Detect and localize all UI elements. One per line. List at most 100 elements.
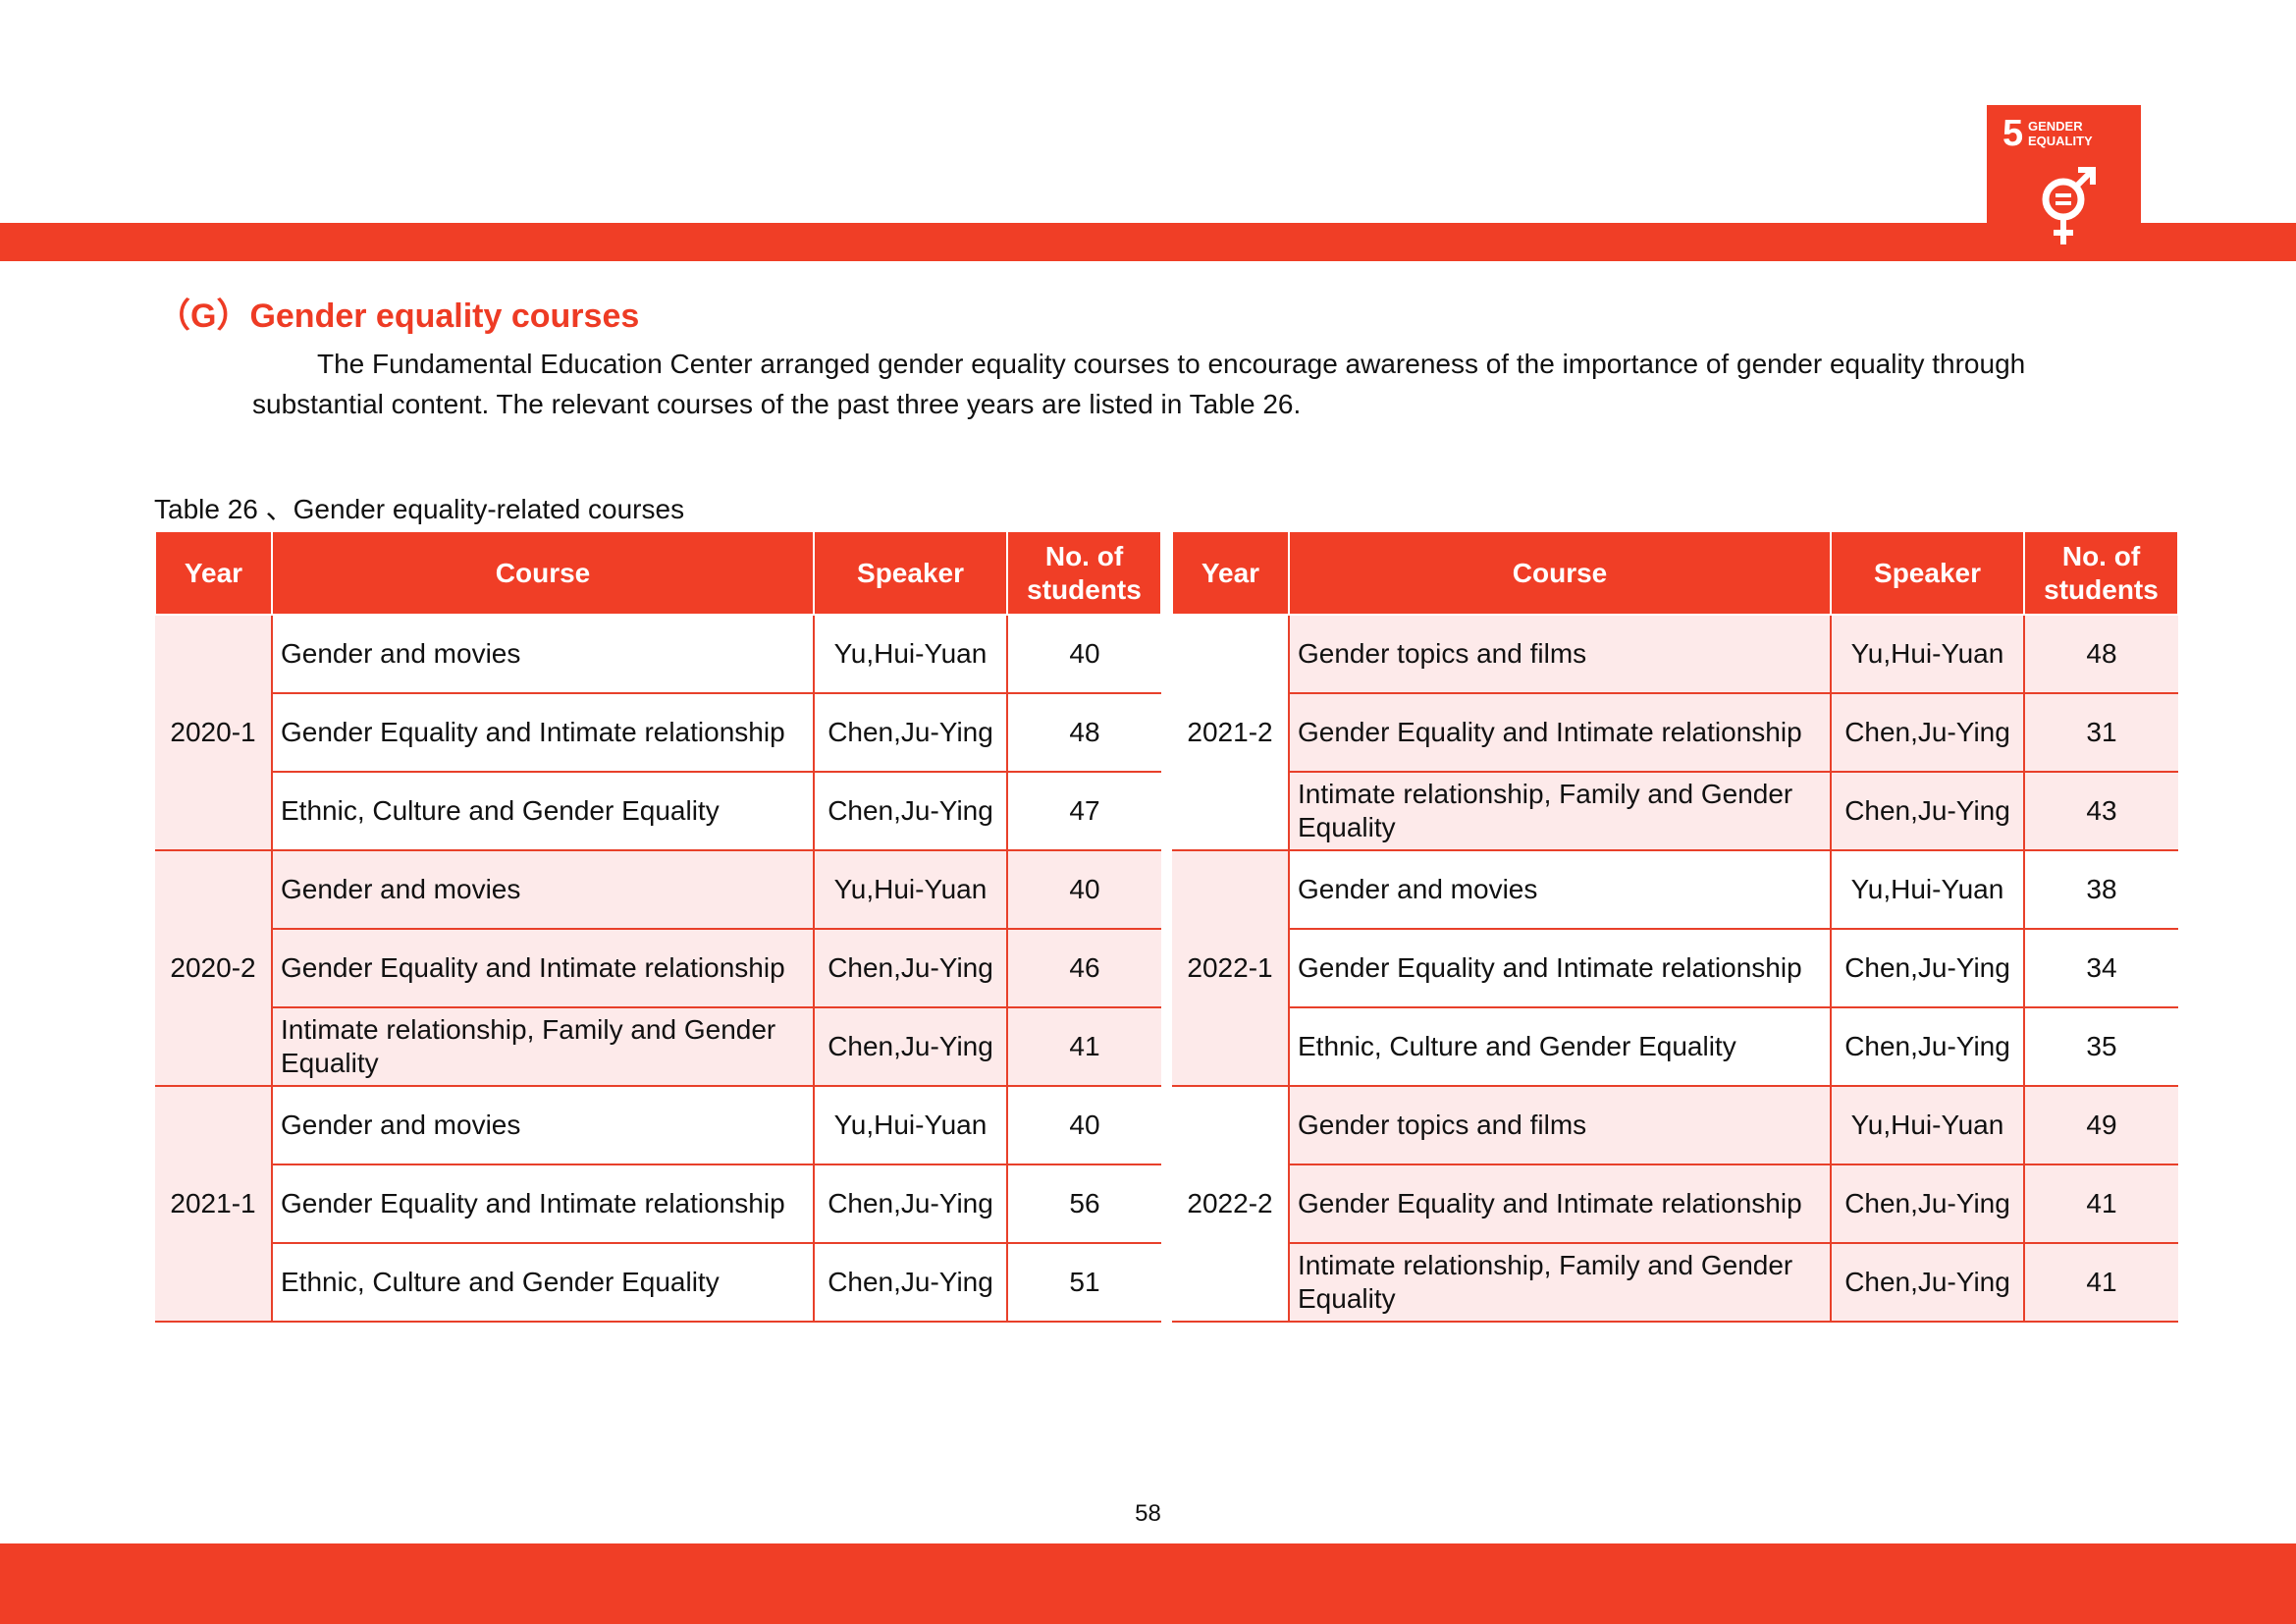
speaker-cell: Chen,Ju-Ying bbox=[1830, 771, 2025, 851]
badge-label: EQUALITY bbox=[2028, 134, 2093, 148]
paragraph: The Fundamental Education Center arrange… bbox=[252, 349, 2026, 419]
row: Gender Equality and Intimate relationshi… bbox=[1172, 928, 2178, 1008]
students-cell: 40 bbox=[1006, 849, 1161, 930]
course-table: Year Course Speaker No. of students 2020-1 Ge… bbox=[154, 530, 1162, 1323]
course-cell: Gender Equality and Intimate relationshi… bbox=[1289, 928, 1832, 1008]
students-cell: 46 bbox=[1006, 928, 1161, 1008]
students-cell: 40 bbox=[1006, 614, 1161, 694]
year-cell: 2021-2 bbox=[1172, 614, 1290, 851]
speaker-cell: Chen,Ju-Ying bbox=[1830, 1242, 2025, 1323]
students-cell: 48 bbox=[2023, 614, 2178, 694]
course-cell: Gender Equality and Intimate relationshi… bbox=[1289, 1164, 1832, 1244]
course-cell: Intimate relationship, Family and Gender… bbox=[1289, 1242, 1832, 1323]
header-cell: No. of students bbox=[2023, 530, 2179, 616]
row: 2022-2 Gender topics and films Yu,Hui-Yuan… bbox=[1172, 1085, 2178, 1323]
course-cell: Gender topics and films bbox=[1288, 614, 1832, 694]
speaker-cell: Chen,Ju-Ying bbox=[813, 692, 1008, 773]
course-cell: Gender and movies bbox=[1288, 849, 1832, 930]
speaker-cell: Yu,Hui-Yuan bbox=[813, 1085, 1008, 1165]
speaker-cell: Chen,Ju-Ying bbox=[1830, 692, 2025, 773]
speaker-cell: Chen,Ju-Ying bbox=[813, 928, 1008, 1008]
students-cell: 56 bbox=[1006, 1164, 1161, 1244]
students-cell: 34 bbox=[2023, 928, 2178, 1008]
page-number: 58 bbox=[1135, 1500, 1161, 1527]
row: Ethnic, Culture and Gender Equality Chen,… bbox=[155, 771, 1161, 851]
course-cell: Intimate relationship, Family and Gender… bbox=[272, 1006, 815, 1087]
students-cell: 40 bbox=[1006, 1085, 1161, 1165]
header-cell: Course bbox=[1288, 530, 1832, 616]
speaker-cell: Yu,Hui-Yuan bbox=[1830, 849, 2025, 930]
row: Ethnic, Culture and Gender Equality Chen,… bbox=[1172, 1006, 2178, 1087]
students-cell: 35 bbox=[2023, 1006, 2178, 1087]
row: Ethnic, Culture and Gender Equality Chen,… bbox=[155, 1242, 1161, 1323]
header-cell: Course bbox=[271, 530, 815, 616]
course-cell: Gender Equality and Intimate relationshi… bbox=[272, 1164, 815, 1244]
course-table: Year Course Speaker No. of students 2021-2 Ge… bbox=[1171, 530, 2179, 1323]
speaker-cell: Chen,Ju-Ying bbox=[1830, 928, 2025, 1008]
badge-label: GENDER bbox=[2028, 119, 2083, 134]
section-title: （G）Gender equality courses bbox=[157, 298, 640, 335]
students-cell: 51 bbox=[1006, 1242, 1161, 1323]
course-cell: Gender and movies bbox=[271, 614, 815, 694]
students-cell: 43 bbox=[2023, 771, 2178, 851]
year-cell: 2022-2 bbox=[1172, 1085, 1290, 1323]
speaker-cell: Chen,Ju-Ying bbox=[1830, 1164, 2025, 1244]
row: Intimate relationship, Family and Gender… bbox=[155, 1006, 1161, 1087]
header-row: Year Course Speaker No. of students bbox=[154, 530, 1162, 616]
students-cell: 41 bbox=[1006, 1006, 1161, 1087]
course-cell: Ethnic, Culture and Gender Equality bbox=[272, 771, 815, 851]
students-cell: 31 bbox=[2023, 692, 2178, 773]
speaker-cell: Yu,Hui-Yuan bbox=[1830, 614, 2025, 694]
row: Gender Equality and Intimate relationshi… bbox=[155, 692, 1161, 773]
row: 2020-2 Gender and movies Yu,Hui-Yuan 40 bbox=[155, 849, 1161, 1087]
row: 2021-2 Gender topics and films Yu,Hui-Yuan… bbox=[1172, 614, 2178, 851]
course-cell: Gender topics and films bbox=[1288, 1085, 1832, 1165]
students-cell: 48 bbox=[1006, 692, 1161, 773]
row: Gender Equality and Intimate relationshi… bbox=[155, 928, 1161, 1008]
speaker-cell: Chen,Ju-Ying bbox=[813, 1006, 1008, 1087]
speaker-cell: Chen,Ju-Ying bbox=[813, 1164, 1008, 1244]
speaker-cell: Yu,Hui-Yuan bbox=[813, 849, 1008, 930]
speaker-cell: Yu,Hui-Yuan bbox=[1830, 1085, 2025, 1165]
table-caption: Table 26 、Gender equality-related course… bbox=[154, 494, 685, 524]
students-cell: 49 bbox=[2023, 1085, 2178, 1165]
year-cell: 2022-1 bbox=[1172, 849, 1290, 1087]
badge-number: 5 bbox=[2002, 113, 2024, 154]
header-cell: No. of students bbox=[1006, 530, 1162, 616]
header-cell: Speaker bbox=[1830, 530, 2025, 616]
row: 2021-1 Gender and movies Yu,Hui-Yuan 40 bbox=[155, 1085, 1161, 1323]
course-cell: Gender Equality and Intimate relationshi… bbox=[272, 928, 815, 1008]
header-cell: Speaker bbox=[813, 530, 1008, 616]
students-cell: 38 bbox=[2023, 849, 2178, 930]
course-cell: Gender Equality and Intimate relationshi… bbox=[1289, 692, 1832, 773]
speaker-cell: Yu,Hui-Yuan bbox=[813, 614, 1008, 694]
course-cell: Ethnic, Culture and Gender Equality bbox=[272, 1242, 815, 1323]
row: 2020-1 Gender and movies Yu,Hui-Yuan 40 bbox=[155, 614, 1161, 851]
row: 2022-1 Gender and movies Yu,Hui-Yuan 38 bbox=[1172, 849, 2178, 1087]
row: Intimate relationship, Family and Gender… bbox=[1172, 771, 2178, 851]
course-cell: Intimate relationship, Family and Gender… bbox=[1289, 771, 1832, 851]
gender-icon bbox=[2042, 167, 2096, 244]
bottom-bar bbox=[0, 1543, 2296, 1624]
students-cell: 47 bbox=[1006, 771, 1161, 851]
students-cell: 41 bbox=[2023, 1242, 2178, 1323]
course-cell: Gender Equality and Intimate relationshi… bbox=[272, 692, 815, 773]
row: Intimate relationship, Family and Gender… bbox=[1172, 1242, 2178, 1323]
year-cell: 2020-2 bbox=[155, 849, 273, 1087]
sdg-badge: 5 GENDER EQUALITY bbox=[1987, 105, 2141, 261]
course-cell: Ethnic, Culture and Gender Equality bbox=[1289, 1006, 1832, 1087]
course-cell: Gender and movies bbox=[271, 1085, 815, 1165]
course-cell: Gender and movies bbox=[271, 849, 815, 930]
row: Gender Equality and Intimate relationshi… bbox=[1172, 692, 2178, 773]
year-cell: 2020-1 bbox=[155, 614, 273, 851]
row: Gender Equality and Intimate relationshi… bbox=[155, 1164, 1161, 1244]
row: Gender Equality and Intimate relationshi… bbox=[1172, 1164, 2178, 1244]
speaker-cell: Chen,Ju-Ying bbox=[1830, 1006, 2025, 1087]
header-cell: Year bbox=[154, 530, 273, 616]
speaker-cell: Chen,Ju-Ying bbox=[813, 771, 1008, 851]
header-cell: Year bbox=[1171, 530, 1290, 616]
students-cell: 41 bbox=[2023, 1164, 2178, 1244]
header-row: Year Course Speaker No. of students bbox=[1171, 530, 2179, 616]
top-bar bbox=[0, 223, 2296, 261]
